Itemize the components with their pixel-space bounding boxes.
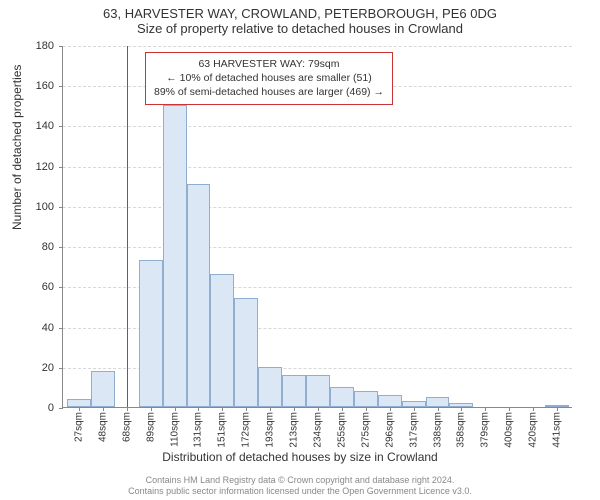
- x-tick-label: 275sqm: [360, 412, 371, 448]
- histogram-chart: 27sqm48sqm68sqm89sqm110sqm131sqm151sqm17…: [62, 46, 572, 408]
- y-tick-label: 160: [14, 80, 54, 92]
- x-tick-label: 234sqm: [313, 412, 324, 448]
- y-tick-label: 80: [14, 241, 54, 253]
- page-title-subtitle: Size of property relative to detached ho…: [0, 21, 600, 36]
- x-tick-label: 441sqm: [552, 412, 563, 448]
- gridline: [63, 126, 572, 127]
- x-tick-label: 379sqm: [480, 412, 491, 448]
- footer-line1: Contains HM Land Registry data © Crown c…: [0, 475, 600, 487]
- x-tick-label: 193sqm: [265, 412, 276, 448]
- footer-attribution: Contains HM Land Registry data © Crown c…: [0, 475, 600, 498]
- y-tick-label: 140: [14, 120, 54, 132]
- property-info-box: 63 HARVESTER WAY: 79sqm ← 10% of detache…: [145, 52, 393, 105]
- histogram-bar: [426, 397, 450, 407]
- x-tick-label: 27sqm: [73, 412, 84, 442]
- y-tick-label: 60: [14, 281, 54, 293]
- x-tick-label: 255sqm: [336, 412, 347, 448]
- y-tick-label: 20: [14, 362, 54, 374]
- histogram-bar: [163, 105, 187, 407]
- histogram-bar: [330, 387, 354, 407]
- x-axis-label: Distribution of detached houses by size …: [0, 450, 600, 464]
- y-tick-label: 0: [14, 402, 54, 414]
- x-tick-label: 213sqm: [289, 412, 300, 448]
- infobox-line1: 63 HARVESTER WAY: 79sqm: [154, 57, 384, 71]
- x-tick-label: 317sqm: [408, 412, 419, 448]
- histogram-bar: [282, 375, 306, 407]
- histogram-bar: [234, 298, 258, 407]
- histogram-bar: [187, 184, 211, 407]
- y-tick-label: 40: [14, 322, 54, 334]
- x-tick-label: 48sqm: [97, 412, 108, 442]
- gridline: [63, 46, 572, 47]
- x-tick-label: 89sqm: [145, 412, 156, 442]
- property-marker-line: [127, 46, 128, 407]
- histogram-bar: [378, 395, 402, 407]
- gridline: [63, 167, 572, 168]
- histogram-bar: [258, 367, 282, 407]
- histogram-bar: [354, 391, 378, 407]
- gridline: [63, 207, 572, 208]
- x-tick-label: 110sqm: [169, 412, 180, 447]
- x-tick-label: 151sqm: [217, 412, 228, 448]
- histogram-bar: [67, 399, 91, 407]
- infobox-line3: 89% of semi-detached houses are larger (…: [154, 85, 384, 99]
- x-tick-label: 296sqm: [384, 412, 395, 448]
- y-tick-label: 180: [14, 40, 54, 52]
- x-tick-label: 172sqm: [241, 412, 252, 448]
- x-tick-label: 400sqm: [504, 412, 515, 448]
- y-tick-label: 100: [14, 201, 54, 213]
- footer-line2: Contains public sector information licen…: [0, 486, 600, 498]
- x-tick-label: 420sqm: [528, 412, 539, 448]
- page-title-address: 63, HARVESTER WAY, CROWLAND, PETERBOROUG…: [0, 6, 600, 21]
- y-tick-label: 120: [14, 161, 54, 173]
- x-tick-label: 68sqm: [121, 412, 132, 442]
- x-tick-label: 358sqm: [456, 412, 467, 448]
- histogram-bar: [139, 260, 163, 407]
- histogram-bar: [306, 375, 330, 407]
- infobox-line2: ← 10% of detached houses are smaller (51…: [154, 71, 384, 85]
- histogram-bar: [91, 371, 115, 407]
- histogram-bar: [210, 274, 234, 407]
- gridline: [63, 247, 572, 248]
- x-tick-label: 338sqm: [432, 412, 443, 448]
- x-tick-label: 131sqm: [193, 412, 204, 448]
